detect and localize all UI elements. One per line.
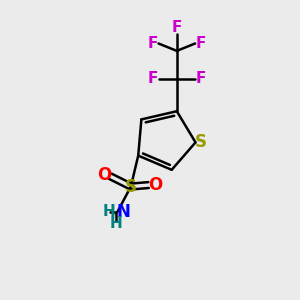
Text: F: F bbox=[196, 71, 206, 86]
Text: O: O bbox=[97, 166, 111, 184]
Text: F: F bbox=[196, 36, 206, 51]
Text: H: H bbox=[103, 204, 116, 219]
Text: F: F bbox=[148, 36, 158, 51]
Text: S: S bbox=[195, 134, 207, 152]
Text: S: S bbox=[125, 178, 137, 196]
Text: F: F bbox=[172, 20, 182, 35]
Text: O: O bbox=[148, 176, 162, 194]
Text: N: N bbox=[116, 202, 130, 220]
Text: F: F bbox=[148, 71, 158, 86]
Text: H: H bbox=[110, 216, 122, 231]
